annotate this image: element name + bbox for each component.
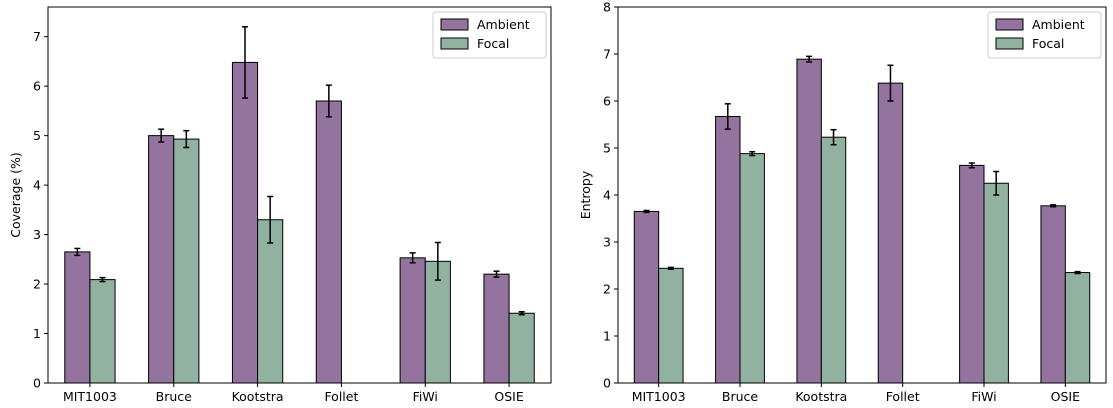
x-tick-label: Kootstra	[795, 389, 847, 404]
bar-ambient-fiwi	[399, 257, 426, 384]
bar-focal-bruce	[739, 153, 765, 384]
bar-ambient-follet	[877, 82, 904, 384]
y-tick-label: 1	[603, 329, 611, 344]
y-tick-label: 0	[33, 376, 41, 391]
legend-swatch-focal	[440, 37, 469, 50]
y-tick-label: 3	[33, 227, 41, 242]
bar-focal-mit1003	[89, 279, 116, 384]
legend-swatch-ambient	[440, 18, 469, 31]
y-tick-label: 0	[603, 376, 611, 391]
y-tick-label: 3	[603, 235, 611, 250]
legend-label-focal: Focal	[1032, 36, 1064, 51]
bar-focal-bruce	[173, 138, 200, 384]
bar-focal-kootstra	[820, 136, 847, 384]
bar-ambient-mit1003	[633, 210, 660, 384]
y-tick-label: 5	[33, 128, 41, 143]
legend-swatch-ambient	[995, 18, 1024, 31]
y-tick-label: 6	[603, 94, 611, 109]
x-tick-label: MIT1003	[63, 389, 117, 404]
x-tick-label: FiWi	[971, 389, 996, 404]
bar-ambient-follet	[315, 100, 342, 384]
x-tick-label: Bruce	[722, 389, 759, 404]
y-tick-label: 5	[603, 141, 611, 156]
legend-swatch-focal	[995, 37, 1024, 50]
axes-frame	[47, 6, 552, 384]
legend-label-ambient: Ambient	[1032, 17, 1085, 32]
bar-ambient-mit1003	[64, 251, 91, 384]
bar-ambient-osie	[483, 273, 510, 384]
y-tick-label: 2	[33, 277, 41, 292]
y-tick-label: 7	[33, 29, 41, 44]
legend: Ambient Focal	[987, 11, 1102, 59]
y-tick-label: 4	[603, 188, 611, 203]
bar-ambient-osie	[1040, 205, 1066, 384]
bar-ambient-kootstra	[796, 58, 822, 384]
bar-ambient-fiwi	[959, 164, 985, 384]
legend-label-ambient: Ambient	[477, 17, 530, 32]
legend-label-focal: Focal	[477, 36, 509, 51]
bar-focal-fiwi	[424, 260, 451, 384]
x-tick-label: MIT1003	[632, 389, 686, 404]
chart-1: 0 1 2 3 4 5 6 7 MIT1003 Bruce Kootstra Follet FiWi OS…	[8, 6, 552, 404]
bar-focal-mit1003	[658, 267, 684, 384]
x-tick-label: Kootstra	[232, 389, 284, 404]
chart-2: 0 1 2 3 4 5 6 7 8 MIT1003 Bruce Kootstra Follet FiWi O…	[578, 0, 1107, 404]
x-tick-label: OSIE	[494, 389, 523, 404]
bar-ambient-kootstra	[231, 61, 259, 384]
bar-focal-kootstra	[257, 219, 284, 384]
x-tick-label: FiWi	[413, 389, 438, 404]
bar-ambient-bruce	[148, 135, 175, 384]
legend: Ambient Focal	[432, 11, 547, 59]
x-tick-label: OSIE	[1051, 389, 1080, 404]
x-tick-label: Bruce	[156, 389, 193, 404]
axes-frame	[617, 6, 1107, 384]
bar-focal-osie	[1064, 272, 1091, 384]
y-tick-label: 2	[603, 282, 611, 297]
y-axis-label: Coverage (%)	[8, 152, 23, 238]
x-tick-label: Follet	[886, 389, 920, 404]
x-tick-label: Follet	[324, 389, 358, 404]
y-tick-label: 1	[33, 326, 41, 341]
y-tick-label: 8	[603, 0, 611, 15]
y-tick-label: 7	[603, 47, 611, 62]
y-axis-label: Entropy	[578, 170, 593, 219]
y-tick-label: 4	[33, 178, 41, 193]
bar-ambient-bruce	[715, 116, 741, 384]
bar-focal-fiwi	[983, 182, 1009, 384]
y-tick-label: 6	[33, 79, 41, 94]
bar-focal-osie	[508, 312, 535, 384]
